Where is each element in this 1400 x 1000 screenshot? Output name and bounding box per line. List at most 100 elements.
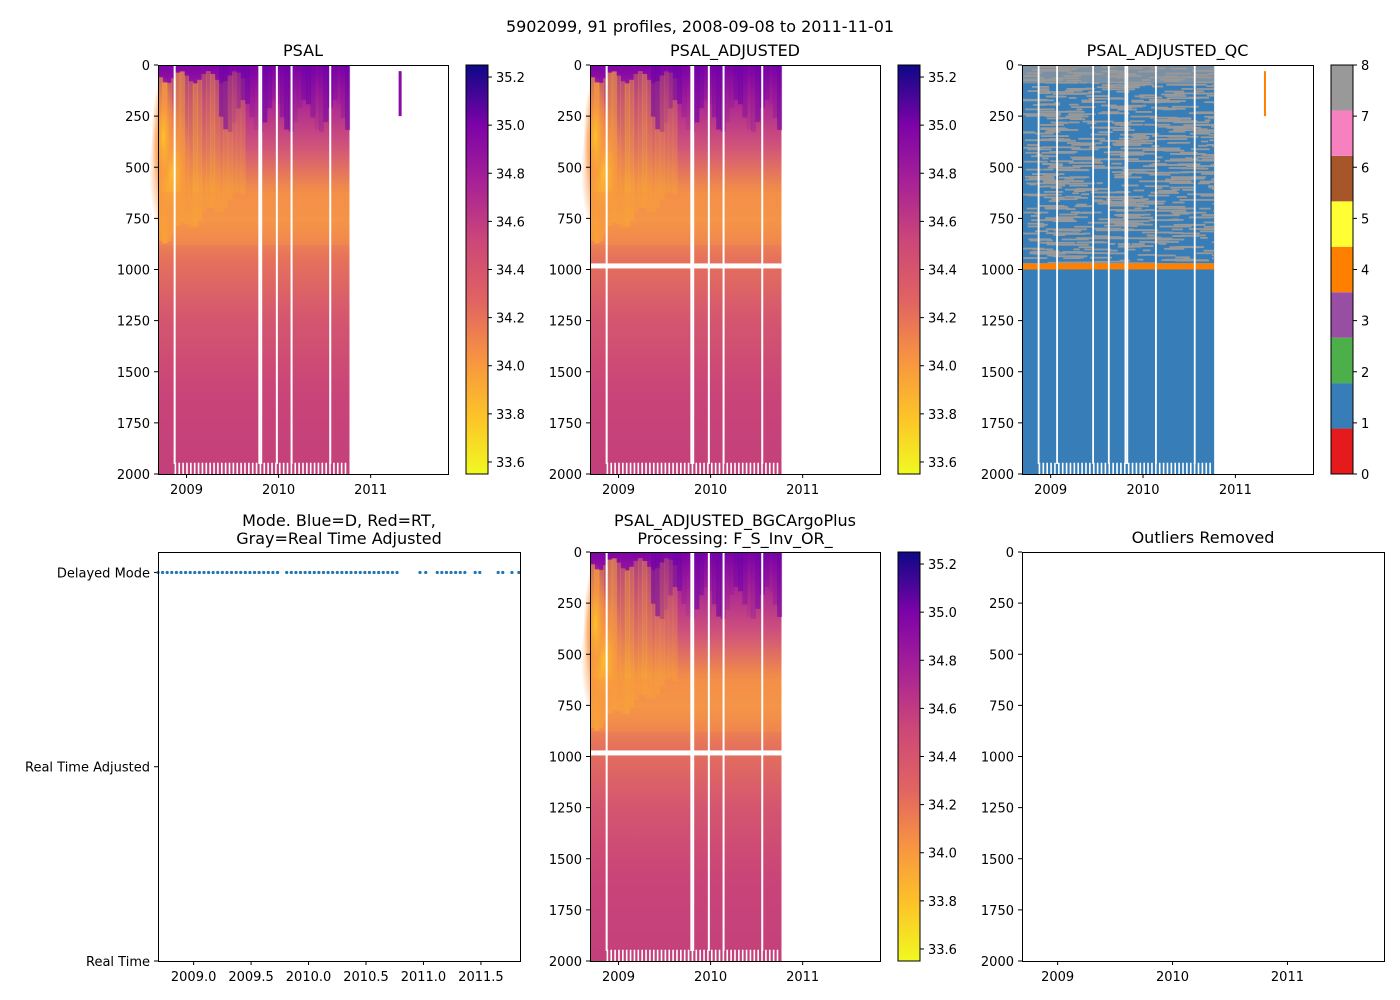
y-tick-label: 1000 [981,751,1014,766]
x-tick-label: 2011.0 [401,970,447,985]
qc-flag-8 [1063,257,1081,260]
qc-flag-8 [1194,90,1205,93]
mode-title: Mode. Blue=D, Red=RT, [242,511,436,530]
salty-surface [284,65,290,130]
qc-flag-8 [1071,148,1099,151]
bottom-gap [734,949,736,961]
qc-colorbar-segment [1331,337,1353,384]
salty-surface [764,552,770,587]
qc-flag-8 [1208,117,1215,119]
qc-flag-8 [1165,180,1192,183]
qc-flag-8 [1124,245,1135,248]
qc-flag-8 [1052,220,1077,223]
y-tick-label: 1000 [549,264,582,279]
qc-flag-8 [1043,103,1060,106]
qc-flag-8 [1196,252,1214,255]
qc-flag-8 [1189,132,1203,135]
salty-surface [279,65,285,118]
qc-flag-8 [1025,151,1040,154]
colorbar-tick-label: 34.8 [928,167,957,182]
qc-flag-8 [1157,254,1176,257]
qc-flag-8 [1078,161,1091,164]
bottom-gap [730,462,732,474]
bottom-gap [699,949,701,961]
bottom-gap [703,949,705,961]
qc-flag-8 [1077,142,1103,145]
qc-flag-8 [1109,249,1118,252]
bottom-gap [606,949,609,961]
mode-point [440,570,444,575]
y-tick-label: 250 [557,110,582,125]
bottom-gap [1100,462,1103,474]
fresh-column [642,73,648,208]
y-tick-label: 1500 [981,853,1014,868]
qc-flag-8 [1201,214,1215,216]
qc-flag-8 [1043,190,1064,193]
qc-flag-8 [1112,143,1128,145]
qc-flag-8 [1120,147,1154,150]
qc-flag-8 [1156,171,1180,174]
fresh-core [151,76,176,197]
qc-flag-8 [1119,155,1127,158]
y-tick-label: 2000 [117,468,150,483]
bottom-gap [321,462,324,474]
bottom-gap [645,949,647,961]
qc-flag-8 [1098,126,1131,129]
qc-flag-8 [1072,165,1105,167]
bottom-gap [699,462,701,474]
qc-flag-8 [1074,205,1092,208]
qc-flag-8 [1057,243,1089,246]
salty-surface [694,65,700,123]
salty-surface [223,65,229,130]
bottom-gap [768,462,771,474]
qc-flag-8 [1047,261,1063,264]
qc-title: PSAL_ADJUSTED_QC [1087,41,1249,61]
mode-point [390,570,395,575]
qc-flag-8 [1037,185,1046,188]
qc-flag-8 [1173,92,1202,95]
qc-flag-8 [1137,202,1158,205]
isolated-profile [1263,71,1266,117]
qc-flag-8 [1137,205,1149,208]
qc-flag-8 [1166,120,1198,123]
qc-flag-8 [1188,112,1215,115]
qc-flag-8 [1112,121,1132,124]
qc-flag-8 [1203,225,1215,228]
qc-flag-8 [1090,133,1109,136]
qc-flag-8 [1113,221,1123,224]
qc-flag-8 [1142,249,1151,252]
mode-point [517,570,521,575]
qc-flag-8 [1129,120,1145,123]
colorbar-tick-label: 4 [1361,264,1369,279]
y-tick-label: 250 [557,597,582,612]
salty-surface [345,65,351,130]
bottom-gap [668,462,671,474]
qc-flag-8 [1212,84,1215,87]
bottom-gap [174,462,177,474]
suptitle: 5902099, 91 profiles, 2008-09-08 to 2011… [506,17,894,36]
salty-surface [716,65,722,130]
qc-flag-8 [1156,214,1180,217]
salty-surface [698,552,704,596]
salty-surface [746,552,752,617]
qc-flag-8 [1122,199,1146,201]
qc-flag-8 [1052,255,1088,258]
bottom-gap [672,949,674,961]
qc-flag-8 [1046,243,1055,246]
x-tick-label: 2011.5 [458,970,504,985]
qc-flag-8 [1119,152,1156,155]
qc-flag-8 [1111,106,1125,109]
psal-adjusted-colorbar: 33.6 33.8 34.0 34.2 34.4 34.6 34.8 35.0 35.2 [897,64,957,475]
bottom-gap [232,462,235,474]
qc-flag-8 [1035,132,1054,135]
qc-flag-8 [1102,201,1137,203]
qc-flag-8 [1043,185,1060,188]
mode-point [510,570,514,575]
qc-flag-8 [1169,186,1196,189]
bottom-gap [683,462,686,474]
bottom-gap [1120,462,1122,474]
bottom-gap [1046,462,1048,474]
bottom-gap [726,462,729,474]
mode-point [248,570,252,575]
fresh-column [646,79,652,212]
